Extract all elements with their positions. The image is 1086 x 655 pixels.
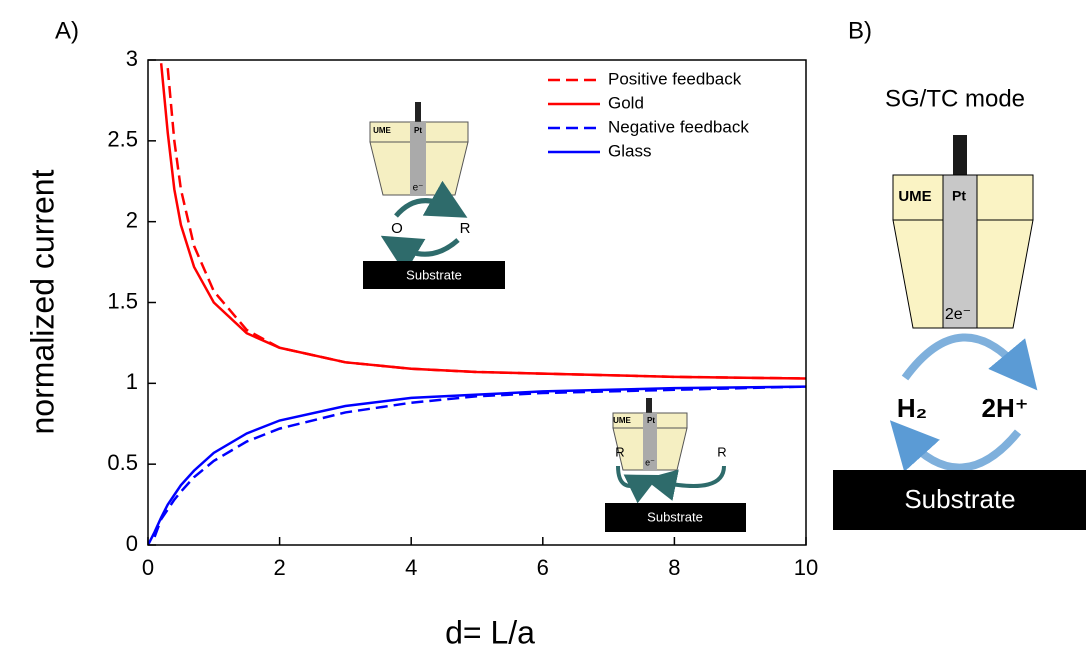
y-tick-label: 3 [126, 46, 138, 71]
legend-label: Positive feedback [608, 69, 742, 88]
inset-negative: UME Pt e⁻ R R Substrate [605, 398, 746, 532]
species-label: H₂ [897, 393, 927, 423]
x-tick-label: 6 [537, 555, 549, 580]
x-tick-label: 4 [405, 555, 417, 580]
pt-wire [410, 122, 426, 195]
pt-label: Pt [952, 188, 966, 204]
axes: 0 0.5 1 1.5 2 2.5 3 0 2 4 6 8 10 Positive feedback Gol… [107, 46, 818, 580]
legend-label: Negative feedback [608, 117, 749, 136]
pt-label: Pt [414, 126, 422, 135]
x-tick-label: 8 [668, 555, 680, 580]
pt-wire [643, 413, 657, 470]
y-tick-label: 1 [126, 369, 138, 394]
panel-label: B) [848, 17, 872, 44]
y-tick-label: 1.5 [107, 288, 138, 313]
ume-label: UME [613, 416, 631, 425]
legend-label: Glass [608, 141, 651, 160]
species-label: 2H⁺ [982, 393, 1029, 423]
arrow [616, 465, 660, 504]
y-tick-label: 0.5 [107, 450, 138, 475]
y-tick-label: 2.5 [107, 127, 138, 152]
ume-label: UME [898, 188, 931, 205]
substrate-label: Substrate [406, 267, 462, 282]
y-tick-label: 2 [126, 207, 138, 232]
arrow [380, 235, 460, 274]
x-tick-label: 0 [142, 555, 154, 580]
electron-label: e⁻ [413, 183, 424, 194]
ume-label: UME [373, 126, 391, 135]
species-label: R [717, 444, 726, 459]
species-label: R [615, 444, 624, 459]
arrow [644, 465, 726, 501]
arrow [901, 333, 1038, 391]
arrow [889, 420, 1022, 472]
electron-label: 2e⁻ [945, 306, 971, 323]
substrate-label: Substrate [904, 484, 1015, 514]
series-line [153, 385, 806, 538]
series-line [166, 67, 806, 380]
wire [646, 398, 652, 413]
substrate-label: Substrate [647, 509, 703, 524]
substrate [605, 503, 746, 532]
x-tick-label: 2 [273, 555, 285, 580]
substrate [363, 261, 505, 289]
panel-b: B) SG/TC mode UME Pt 2e⁻ H₂ 2H⁺ Substrat… [833, 17, 1086, 530]
plot-lines [148, 63, 806, 545]
plot-frame [147, 59, 807, 546]
x-tick-label: 10 [794, 555, 818, 580]
electron-label: e⁻ [645, 457, 655, 467]
species-label: R [460, 220, 471, 237]
panel-label: A) [55, 17, 79, 44]
mode-title: SG/TC mode [885, 85, 1025, 112]
series-line [148, 385, 806, 545]
series-line [159, 63, 806, 380]
pt-wire [942, 174, 978, 329]
wire [415, 102, 421, 122]
x-axis-title: d= L/a [445, 614, 535, 650]
pt-label: Pt [647, 416, 655, 425]
species-label: O [391, 220, 403, 237]
y-axis-title: normalized current [24, 169, 60, 434]
substrate [833, 470, 1086, 530]
arrow [394, 180, 468, 218]
legend-label: Gold [608, 93, 644, 112]
wire [953, 135, 967, 175]
y-tick-label: 0 [126, 531, 138, 556]
inset-positive: UME Pt e⁻ O R Substrate [363, 102, 505, 289]
